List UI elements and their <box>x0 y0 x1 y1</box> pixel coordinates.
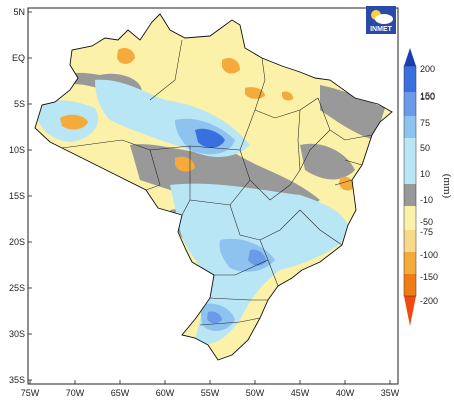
cb-label-10: 10 <box>420 169 430 179</box>
y-tick-25s: 25S <box>9 283 25 293</box>
colorbar-seg-neg50-neg10 <box>404 206 416 230</box>
cb-label-75-visible: 75 <box>420 118 430 128</box>
blue-core-center <box>195 128 225 148</box>
x-tick-45w: 45W <box>291 388 310 398</box>
x-tick-65w: 65W <box>111 388 130 398</box>
colorbar-border <box>403 65 417 297</box>
cb-label-150: 150 <box>420 91 435 101</box>
blue-south-core <box>207 311 222 324</box>
colorbar-bottom-triangle <box>404 296 416 326</box>
x-tick-75w: 75W <box>21 388 40 398</box>
logo-text: INMET <box>370 26 393 33</box>
colorbar-top-triangle <box>404 48 416 66</box>
colorbar-seg-75-100 <box>404 116 416 138</box>
cb-label-200: 200 <box>420 64 435 74</box>
y-tick-15s: 15S <box>9 191 25 201</box>
y-tick-5n: 5N <box>13 7 25 17</box>
x-tick-labels: 75W 70W 65W 60W 55W 50W 45W 40W 35W <box>21 388 400 398</box>
y-tick-5s: 5S <box>14 99 25 109</box>
orange-east <box>339 176 355 191</box>
gray-zone-east <box>300 143 355 180</box>
colorbar: 200 150 100 75 75 50 10 -10 -50 -75 -100… <box>403 48 453 326</box>
colorbar-seg-neg100-neg75 <box>404 252 416 274</box>
orange-amapa <box>222 58 240 74</box>
cb-label-neg100: -100 <box>420 250 438 260</box>
orange-northeast <box>282 91 294 101</box>
state-boundaries <box>61 39 373 326</box>
cb-label-neg150-visible: -150 <box>420 272 438 282</box>
x-tick-60w: 60W <box>156 388 175 398</box>
colorbar-seg-10-50 <box>404 160 416 184</box>
y-tick-30s: 30S <box>9 329 25 339</box>
x-tick-35w: 35W <box>381 388 400 398</box>
orange-west <box>60 114 88 130</box>
colorbar-seg-neg10-10 <box>404 184 416 206</box>
weather-cloud-icon <box>375 14 393 24</box>
colorbar-seg-neg75-neg50 <box>404 230 416 252</box>
colorbar-seg-150-200 <box>404 66 416 92</box>
y-tick-10s: 10S <box>9 145 25 155</box>
y-tick-eq: EQ <box>12 53 25 63</box>
y-tick-20s: 20S <box>9 237 25 247</box>
cb-label-neg200: -200 <box>420 296 438 306</box>
colorbar-seg-neg150-neg100 <box>404 274 416 296</box>
cb-label-neg75: -75 <box>420 227 433 237</box>
orange-para <box>245 87 265 99</box>
blue-southeast-core <box>248 249 266 266</box>
x-tick-55w: 55W <box>201 388 220 398</box>
light-blue-east <box>300 208 350 237</box>
cb-label-100: 100 <box>420 92 435 102</box>
x-tick-50w: 50W <box>246 388 265 398</box>
cb-label-neg10: -10 <box>420 195 433 205</box>
gray-zone-northeast <box>320 85 385 140</box>
inmet-logo: INMET <box>366 6 396 34</box>
colorbar-seg-100-150 <box>404 92 416 116</box>
x-tick-70w: 70W <box>66 388 85 398</box>
cb-label-50: 50 <box>420 143 430 153</box>
x-tick-40w: 40W <box>336 388 355 398</box>
colorbar-unit-label: (mm) <box>441 174 453 199</box>
orange-north <box>117 47 135 64</box>
x-axis <box>29 380 391 384</box>
y-tick-35s: 35S <box>9 375 25 385</box>
cb-label-neg50: -50 <box>420 217 433 227</box>
colorbar-seg-50-75 <box>404 138 416 160</box>
y-tick-labels: 5N EQ 5S 10S 15S 20S 25S 30S 35S <box>9 7 25 385</box>
